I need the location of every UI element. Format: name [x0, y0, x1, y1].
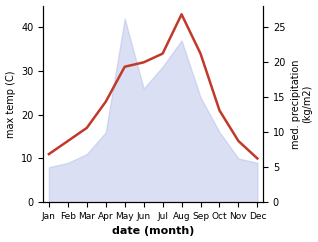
Y-axis label: med. precipitation
(kg/m2): med. precipitation (kg/m2)	[291, 59, 313, 149]
Y-axis label: max temp (C): max temp (C)	[5, 70, 16, 138]
X-axis label: date (month): date (month)	[112, 227, 194, 236]
